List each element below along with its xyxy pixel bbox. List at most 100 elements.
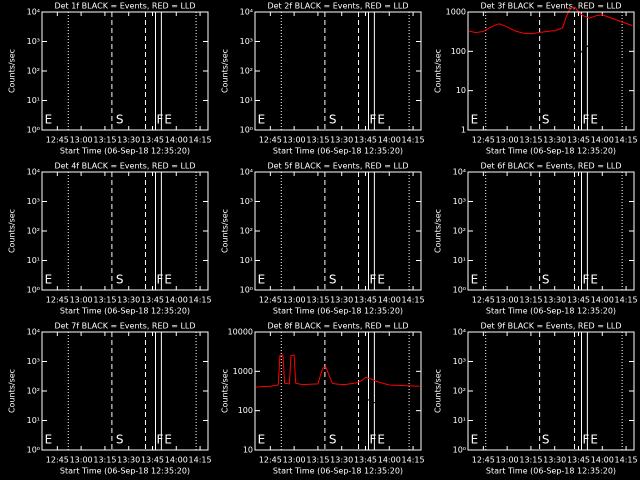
x-tick-label: 13:00: [496, 136, 519, 145]
annotation: S: [329, 433, 337, 447]
annotation: E: [164, 273, 172, 287]
y-tick-label: 10¹: [240, 96, 253, 105]
y-tick-label: 10⁰: [27, 446, 40, 455]
y-axis-label: Counts/sec: [221, 49, 230, 93]
panel-title: Det 6f BLACK = Events, RED = LLD: [480, 162, 621, 171]
x-tick-label: 13:15: [306, 136, 329, 145]
x-tick-label: 13:45: [354, 456, 377, 465]
y-tick-label: 10⁴: [240, 8, 253, 17]
annotation: S: [329, 273, 337, 287]
x-tick-label: 14:15: [402, 136, 425, 145]
panel-title: Det 3f BLACK = Events, RED = LLD: [480, 2, 621, 11]
x-axis-label: Start Time (06-Sep-18 12:35:20): [60, 467, 190, 476]
y-tick-label: 10¹: [27, 416, 40, 425]
x-tick-label: 13:45: [567, 296, 590, 305]
y-tick-label: 10³: [453, 357, 466, 366]
x-tick-label: 13:30: [330, 136, 353, 145]
x-tick-label: 13:15: [93, 296, 116, 305]
x-tick-label: 14:15: [615, 456, 638, 465]
x-tick-label: 12:45: [46, 456, 69, 465]
y-tick-label: 1000: [233, 367, 253, 376]
x-tick-label: 12:45: [472, 456, 495, 465]
panel-title: Det 2f BLACK = Events, RED = LLD: [267, 2, 408, 11]
panel: Det 4f BLACK = Events, RED = LLD Counts/s…: [8, 162, 212, 316]
panel: Det 6f BLACK = Events, RED = LLD Counts/s…: [434, 162, 638, 316]
y-tick-label: 10¹: [453, 416, 466, 425]
annotation: E: [164, 433, 172, 447]
annotation: E: [164, 113, 172, 127]
plot-frame: [41, 171, 209, 291]
annotation: F: [369, 113, 376, 127]
x-axis-label: Start Time (06-Sep-18 12:35:20): [273, 467, 403, 476]
panel: Det 9f BLACK = Events, RED = LLD Counts/s…: [434, 322, 638, 476]
x-tick-label: 12:45: [472, 136, 495, 145]
x-tick-label: 14:15: [189, 296, 212, 305]
annotation: E: [377, 273, 385, 287]
y-tick-label: 10²: [453, 387, 466, 396]
x-axis-label: Start Time (06-Sep-18 12:35:20): [60, 307, 190, 316]
x-tick-label: 14:00: [378, 456, 401, 465]
x-tick-label: 13:00: [283, 136, 306, 145]
y-axis-label: Counts/sec: [221, 369, 230, 413]
x-tick-label: 12:45: [46, 296, 69, 305]
x-tick-label: 13:00: [283, 456, 306, 465]
annotation: E: [590, 113, 598, 127]
annotation: E: [471, 433, 479, 447]
x-axis-label: Start Time (06-Sep-18 12:35:20): [273, 307, 403, 316]
x-tick-label: 14:00: [591, 456, 614, 465]
x-tick-label: 14:15: [615, 136, 638, 145]
x-tick-label: 14:15: [402, 296, 425, 305]
y-tick-label: 10³: [453, 197, 466, 206]
x-tick-label: 13:15: [519, 456, 542, 465]
panel: Det 5f BLACK = Events, RED = LLD Counts/s…: [221, 162, 425, 316]
y-tick-label: 10⁰: [453, 286, 466, 295]
x-tick-label: 14:15: [402, 456, 425, 465]
annotation: S: [542, 433, 550, 447]
y-tick-label: 10²: [27, 387, 40, 396]
y-tick-label: 10²: [240, 67, 253, 76]
series-line: [256, 354, 420, 388]
plot-frame: [467, 171, 635, 291]
y-tick-label: 10³: [27, 37, 40, 46]
annotation: E: [471, 273, 479, 287]
x-tick-label: 13:30: [117, 296, 140, 305]
y-tick-label: 10⁴: [240, 168, 253, 177]
panel: Det 8f BLACK = Events, RED = LLD Counts/s…: [221, 322, 425, 476]
x-tick-label: 13:30: [543, 296, 566, 305]
x-tick-label: 13:15: [519, 136, 542, 145]
annotation: S: [542, 273, 550, 287]
y-tick-label: 1000: [446, 8, 466, 17]
y-tick-label: 10⁰: [240, 286, 253, 295]
y-tick-label: 10⁴: [27, 168, 40, 177]
plot-frame: [467, 11, 635, 131]
plot-frame: [254, 11, 422, 131]
annotation: F: [369, 433, 376, 447]
annotation: F: [582, 433, 589, 447]
y-axis-label: Counts/sec: [8, 49, 17, 93]
x-tick-label: 12:45: [472, 296, 495, 305]
y-tick-label: 10⁴: [27, 8, 40, 17]
y-tick-label: 100: [238, 406, 253, 415]
plot-frame: [467, 331, 635, 451]
plot-frame: [41, 331, 209, 451]
panel-title: Det 8f BLACK = Events, RED = LLD: [267, 322, 408, 331]
annotation: F: [156, 273, 163, 287]
y-tick-label: 10³: [240, 37, 253, 46]
panel-title: Det 1f BLACK = Events, RED = LLD: [54, 2, 195, 11]
x-tick-label: 13:45: [141, 136, 164, 145]
annotation: S: [329, 113, 337, 127]
plot-frame: [254, 171, 422, 291]
x-tick-label: 14:15: [615, 296, 638, 305]
x-axis-label: Start Time (06-Sep-18 12:35:20): [60, 147, 190, 156]
y-axis-label: Counts/sec: [434, 369, 443, 413]
y-tick-label: 10²: [27, 67, 40, 76]
panel-title: Det 4f BLACK = Events, RED = LLD: [54, 162, 195, 171]
x-tick-label: 13:00: [283, 296, 306, 305]
x-tick-label: 13:15: [93, 136, 116, 145]
annotation: S: [116, 433, 124, 447]
panel: Det 1f BLACK = Events, RED = LLD Counts/s…: [8, 2, 212, 156]
y-axis-label: Counts/sec: [8, 209, 17, 253]
x-tick-label: 12:45: [259, 296, 282, 305]
x-tick-label: 13:00: [496, 456, 519, 465]
